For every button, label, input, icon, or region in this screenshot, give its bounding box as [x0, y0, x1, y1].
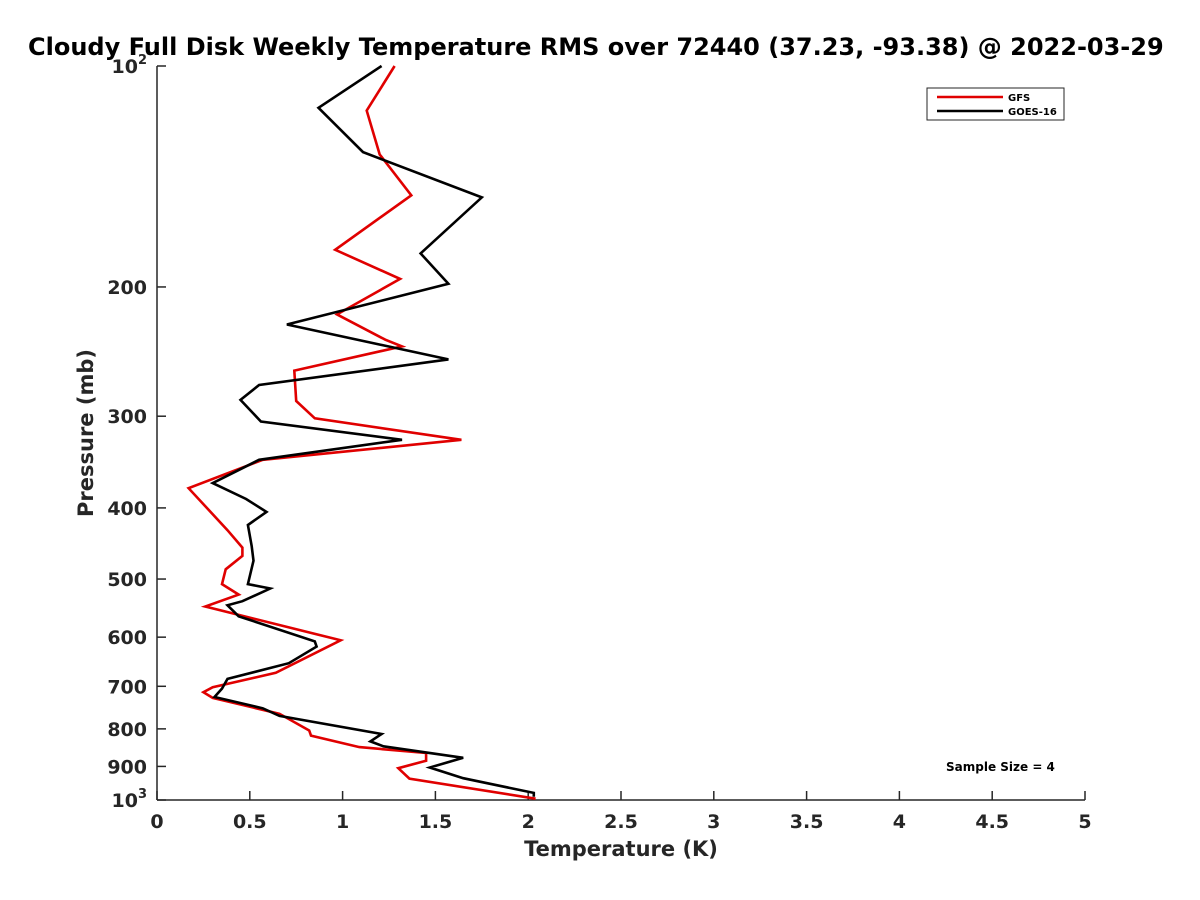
legend-box — [926, 87, 1065, 121]
x-ticks: 0 0.5 1 1.5 2 2.5 3 3.5 4 4.5 5 — [150, 791, 1092, 833]
x-tick-label: 0 — [150, 811, 163, 833]
x-tick-label: 0.5 — [233, 811, 267, 833]
y-tick-label-text: 400 — [107, 498, 147, 520]
y-tick-label-text: 200 — [107, 277, 147, 299]
x-tick-label: 3.5 — [790, 811, 824, 833]
y-tick-label: 102 — [112, 53, 148, 78]
series-line-goes16 — [209, 64, 536, 797]
series-group — [186, 64, 536, 800]
y-tick-label-text: 10 — [112, 790, 138, 812]
x-tick-label: 2.5 — [604, 811, 638, 833]
y-tick-label: 400 — [107, 498, 147, 520]
x-tick-label: 3 — [707, 811, 720, 833]
y-tick-label: 600 — [107, 627, 147, 649]
x-tick-label: 1.5 — [419, 811, 453, 833]
x-tick-label: 5 — [1078, 811, 1091, 833]
x-tick-label: 4 — [893, 811, 906, 833]
sample-size-annotation: Sample Size = 4 — [946, 760, 1055, 774]
y-tick-label-text: 900 — [107, 756, 147, 778]
y-tick-label: 900 — [107, 756, 147, 778]
y-tick-label: 700 — [107, 676, 147, 698]
x-tick-label: 1 — [336, 811, 349, 833]
y-tick-label-text: 700 — [107, 676, 147, 698]
y-tick-label-exponent: 3 — [138, 787, 147, 802]
y-tick-label: 500 — [107, 569, 147, 591]
y-tick-label: 800 — [107, 719, 147, 741]
x-tick-label: 2 — [522, 811, 535, 833]
legend-label-gfs: GFS — [1008, 93, 1030, 104]
chart-title: Cloudy Full Disk Weekly Temperature RMS … — [28, 33, 1164, 61]
y-tick-label-text: 500 — [107, 569, 147, 591]
x-tick-label: 4.5 — [975, 811, 1009, 833]
y-tick-label-text: 600 — [107, 627, 147, 649]
legend-label-goes16: GOES-16 — [1008, 107, 1057, 118]
y-tick-label-text: 800 — [107, 719, 147, 741]
x-axis-label: Temperature (K) — [524, 837, 718, 861]
y-axis-label: Pressure (mb) — [74, 349, 98, 517]
y-tick-label: 200 — [107, 277, 147, 299]
y-tick-label-exponent: 2 — [138, 53, 147, 68]
y-tick-label: 300 — [107, 406, 147, 428]
y-tick-label-text: 10 — [112, 56, 138, 78]
y-tick-label: 103 — [112, 787, 148, 812]
plot-area — [157, 66, 1085, 800]
legend: GFS GOES-16 — [926, 87, 1065, 121]
y-tick-label-text: 300 — [107, 406, 147, 428]
